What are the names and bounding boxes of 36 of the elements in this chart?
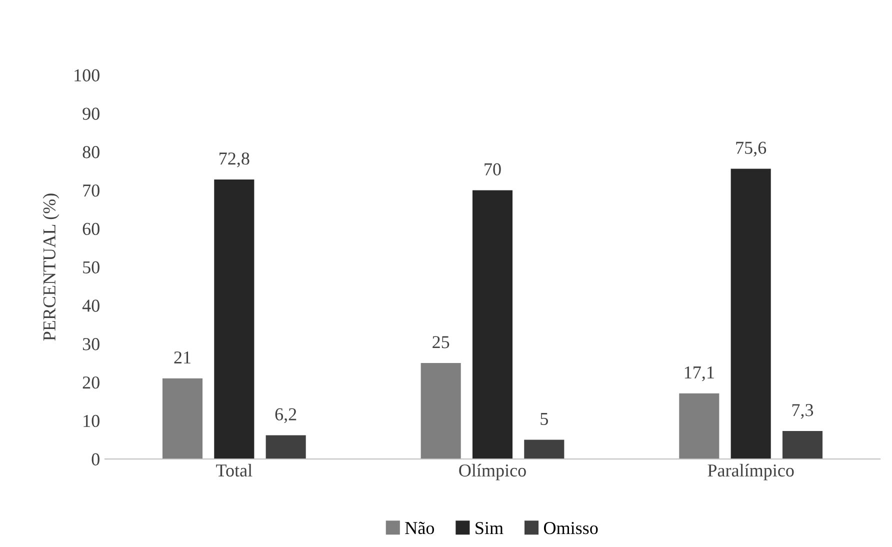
x-tick-label: Olímpico bbox=[459, 464, 526, 480]
y-tick-label: 30 bbox=[82, 338, 100, 350]
data-label: 5 bbox=[540, 413, 548, 426]
y-tick-label: 70 bbox=[83, 184, 100, 197]
y-tick-label: 20 bbox=[82, 376, 100, 389]
data-label: 6,2 bbox=[275, 408, 296, 424]
y-tick-label: 90 bbox=[82, 108, 100, 120]
y-tick-label: 40 bbox=[82, 300, 100, 312]
data-label: 70 bbox=[484, 163, 501, 176]
data-label: 25 bbox=[432, 336, 450, 348]
y-tick-label: 100 bbox=[74, 69, 100, 82]
legend-label: Omisso bbox=[544, 522, 598, 534]
data-label: 17,1 bbox=[684, 366, 714, 382]
bar bbox=[420, 363, 461, 459]
bar bbox=[730, 168, 771, 459]
y-tick-label: 60 bbox=[82, 222, 100, 236]
data-label: 75,6 bbox=[736, 142, 766, 157]
bar bbox=[266, 435, 306, 459]
x-tick-label: Total bbox=[216, 464, 252, 477]
data-label: 7,3 bbox=[792, 404, 814, 419]
bar bbox=[214, 179, 254, 459]
data-label: 72,8 bbox=[220, 152, 250, 168]
y-tick-label: 0 bbox=[92, 453, 100, 466]
y-tick-label: 80 bbox=[82, 146, 100, 158]
bar bbox=[524, 440, 564, 459]
bar bbox=[679, 393, 720, 459]
x-tick-label: Paralímpico bbox=[708, 464, 794, 480]
y-axis-title: PERCENTUAL (%) bbox=[42, 194, 60, 341]
bar bbox=[162, 378, 203, 459]
y-tick-label: 10 bbox=[84, 414, 100, 428]
data-label: 21 bbox=[174, 351, 190, 364]
bar bbox=[782, 430, 823, 459]
y-tick-label: 50 bbox=[83, 261, 100, 274]
legend-label: Não bbox=[405, 522, 434, 534]
bar bbox=[472, 190, 513, 459]
legend-label: Sim bbox=[476, 522, 504, 534]
